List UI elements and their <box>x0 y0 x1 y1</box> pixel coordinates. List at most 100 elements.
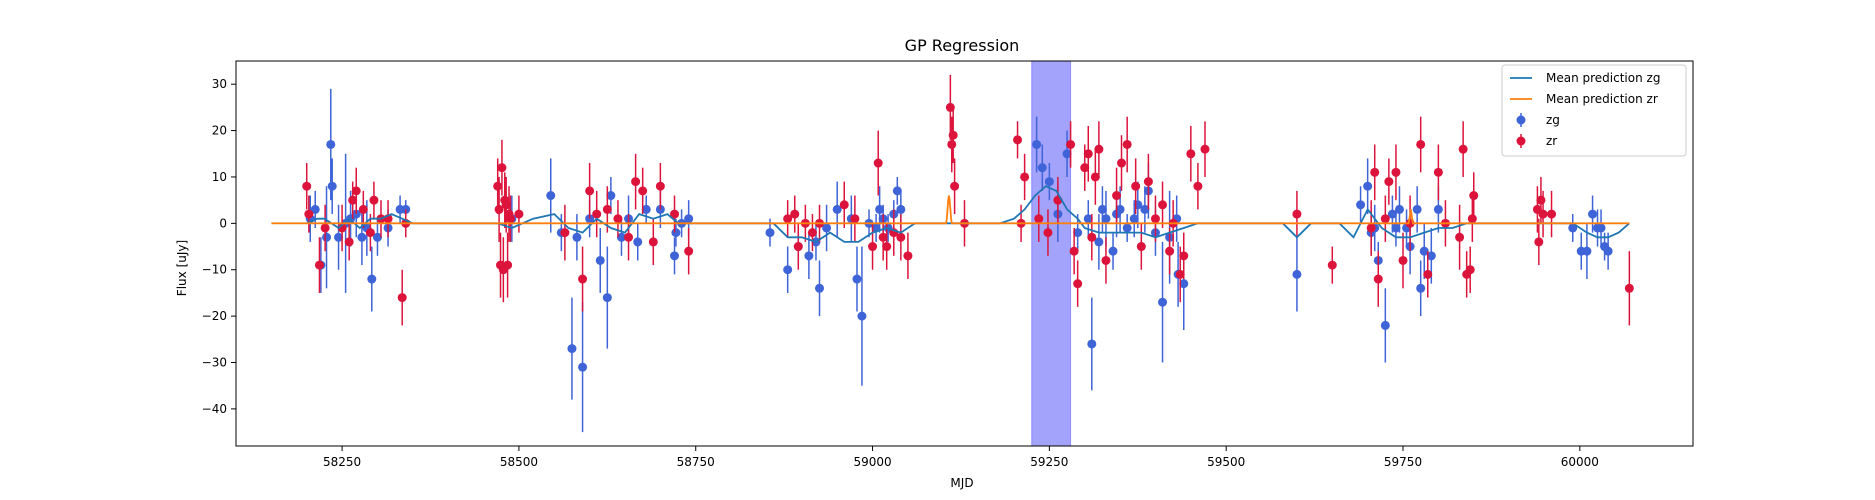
y-tick-label: 0 <box>219 216 227 230</box>
data-point-zr <box>1136 242 1146 252</box>
data-point-zr <box>950 181 960 191</box>
data-point-zr <box>1423 269 1433 279</box>
data-point-zg <box>310 204 320 214</box>
data-point-zg <box>633 237 643 247</box>
legend-swatch <box>1516 136 1526 146</box>
data-point-zr <box>1158 200 1168 210</box>
data-point-zr <box>351 186 361 196</box>
data-point-zg <box>1032 139 1042 149</box>
data-point-zr <box>503 260 513 270</box>
data-point-zg <box>578 362 588 372</box>
y-tick-label: 10 <box>212 170 227 184</box>
data-point-zr <box>882 242 892 252</box>
data-point-zr <box>494 204 504 214</box>
data-point-zg <box>1363 181 1373 191</box>
x-tick-label: 59750 <box>1384 455 1422 469</box>
data-point-zr <box>397 293 407 303</box>
data-point-zr <box>592 209 602 219</box>
data-point-zg <box>804 251 814 261</box>
data-point-zr <box>1112 191 1122 201</box>
plot-area: 58250 58500 58750 59000 59250 59500 59750 60000… <box>202 60 1694 469</box>
data-point-zg <box>602 293 612 303</box>
data-point-zr <box>1080 163 1090 173</box>
data-point-zg <box>1419 246 1429 256</box>
data-point-zg <box>327 181 337 191</box>
chart-title: GP Regression <box>905 36 1020 55</box>
data-point-zr <box>1433 167 1443 177</box>
data-point-zg <box>606 191 616 201</box>
data-point-zg <box>1083 214 1093 224</box>
data-point-zr <box>896 232 906 242</box>
data-point-zg <box>822 223 832 233</box>
y-tick-label: −30 <box>202 356 227 370</box>
data-point-zr <box>1292 209 1302 219</box>
data-point-zg <box>1416 283 1426 293</box>
data-point-zg <box>641 204 651 214</box>
data-point-zg <box>1391 223 1401 233</box>
data-point-zg <box>1588 209 1598 219</box>
y-tick-label: 30 <box>212 77 227 91</box>
data-point-zr <box>1013 135 1023 145</box>
legend-label: Mean prediction zr <box>1546 92 1658 106</box>
data-point-zr <box>903 251 913 261</box>
shaded-region <box>1031 60 1072 447</box>
data-point-zr <box>1186 149 1196 159</box>
data-point-zr <box>320 223 330 233</box>
data-point-zr <box>1131 181 1141 191</box>
data-point-zr <box>1193 181 1203 191</box>
data-point-zg <box>572 232 582 242</box>
data-point-zr <box>1020 172 1030 182</box>
y-tick-label: −20 <box>202 309 227 323</box>
data-point-zr <box>1467 214 1477 224</box>
data-point-zr <box>1165 246 1175 256</box>
data-point-zr <box>585 186 595 196</box>
data-point-zr <box>1122 139 1132 149</box>
data-point-zg <box>372 232 382 242</box>
data-point-zr <box>365 228 375 238</box>
series-line-mean-prediction-zr <box>271 195 1630 225</box>
data-point-zg <box>1108 246 1118 256</box>
data-point-zr <box>497 163 507 173</box>
data-point-zg <box>815 283 825 293</box>
data-point-zr <box>493 181 503 191</box>
data-point-zg <box>595 255 605 265</box>
data-point-zr <box>1200 144 1210 154</box>
data-point-zr <box>947 139 957 149</box>
data-point-zg <box>1097 204 1107 214</box>
data-point-zr <box>878 232 888 242</box>
data-point-zg <box>852 274 862 284</box>
data-point-zg <box>326 139 336 149</box>
data-point-zr <box>1536 195 1546 205</box>
data-point-zr <box>839 200 849 210</box>
data-point-zr <box>1043 228 1053 238</box>
data-point-zr <box>1469 191 1479 201</box>
data-point-zg <box>1062 149 1072 159</box>
data-point-zg <box>1387 209 1397 219</box>
data-point-zg <box>1158 297 1168 307</box>
data-point-zr <box>868 242 878 252</box>
data-point-zg <box>1426 251 1436 261</box>
data-point-zr <box>1465 265 1475 275</box>
data-point-zg <box>334 232 344 242</box>
data-point-zr <box>1373 274 1383 284</box>
data-point-zg <box>1094 237 1104 247</box>
data-point-zr <box>1034 214 1044 224</box>
data-point-zg <box>367 274 377 284</box>
data-point-zr <box>1538 209 1548 219</box>
x-tick-label: 58250 <box>323 455 361 469</box>
data-point-zr <box>648 237 658 247</box>
x-tick-label: 59250 <box>1030 455 1068 469</box>
data-point-zr <box>1073 279 1083 289</box>
data-point-zr <box>1066 139 1076 149</box>
data-point-zg <box>1412 204 1422 214</box>
data-point-zg <box>671 228 681 238</box>
data-point-zr <box>783 214 793 224</box>
data-point-zr <box>807 228 817 238</box>
data-point-zg <box>1044 177 1054 187</box>
x-axis-label: MJD <box>950 476 973 490</box>
legend-swatch <box>1516 115 1526 125</box>
data-point-zr <box>1090 172 1100 182</box>
data-point-zr <box>369 195 379 205</box>
series-zr <box>302 74 1634 326</box>
